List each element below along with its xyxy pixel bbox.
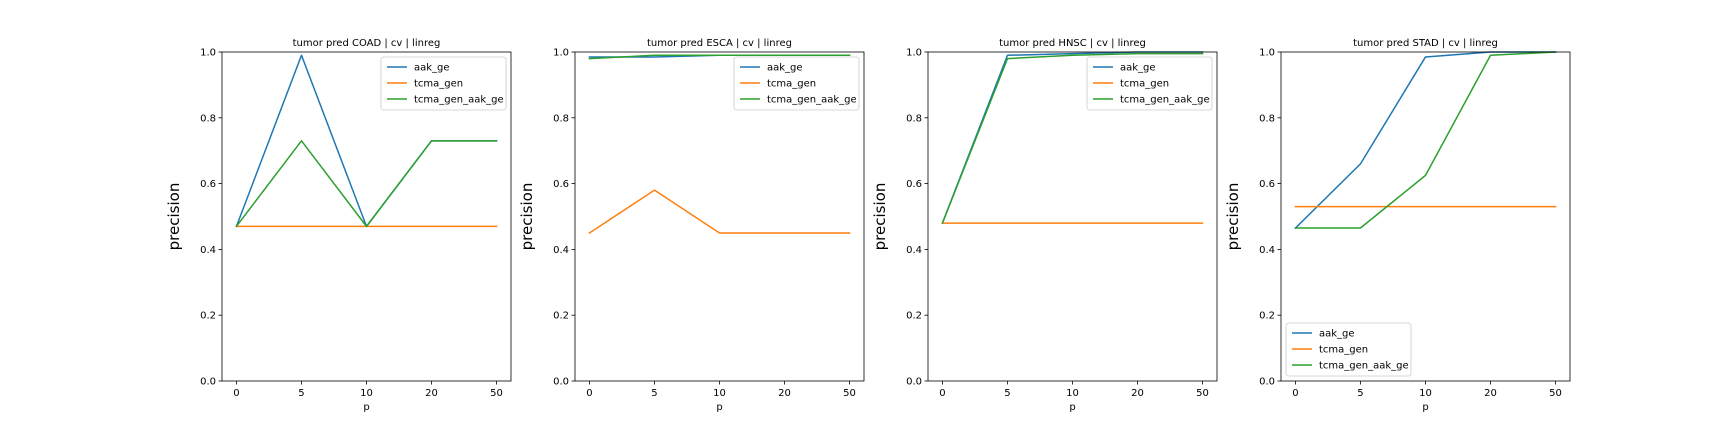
y-tick-label: 0.2: [553, 311, 569, 322]
y-tick-label: 0.8: [200, 113, 216, 124]
x-tick-label: 0: [586, 388, 592, 399]
legend-label: aak_ge: [1319, 329, 1355, 340]
y-tick-label: 0.8: [906, 113, 922, 124]
y-axis-label: precision: [871, 183, 889, 251]
y-tick-label: 0.0: [200, 377, 216, 388]
y-tick-label: 0.4: [200, 245, 216, 256]
y-tick-label: 0.0: [906, 377, 922, 388]
x-axis-label: p: [716, 402, 722, 413]
series-line-tcma_gen_aak_ge: [1294, 51, 1557, 229]
x-tick-label: 20: [1484, 388, 1497, 399]
legend-label: aak_ge: [767, 63, 803, 74]
legend-label: tcma_gen_aak_ge: [1319, 361, 1409, 372]
legend-box: [380, 56, 507, 111]
x-tick-label: 5: [1004, 388, 1010, 399]
axes-frame: [574, 51, 865, 382]
legend: aak_ge tcma_gen tcma_gen_aak_ge: [1086, 56, 1213, 111]
x-tick-label: 50: [843, 388, 856, 399]
x-tick-label: 0: [939, 388, 945, 399]
y-tick-label: 0.2: [200, 311, 216, 322]
legend-label: tcma_gen: [767, 79, 816, 90]
chart-panel-1: tumor pred ESCA | cv | linreg 0.0 0.2 0.4 0.…: [518, 38, 865, 413]
x-tick-label: 20: [778, 388, 791, 399]
y-tick-label: 0.4: [906, 245, 922, 256]
series-line-tcma_gen_aak_ge: [941, 52, 1204, 225]
x-tick-label: 5: [298, 388, 304, 399]
x-tick-label: 20: [425, 388, 438, 399]
y-tick-label: 0.6: [906, 179, 922, 190]
chart-panel-0: tumor pred COAD | cv | linreg 0.0 0.2 0.4 0.…: [165, 38, 512, 413]
y-tick-label: 0.4: [553, 245, 569, 256]
chart-panel-2: tumor pred HNSC | cv | linreg 0.0 0.2 0.4 0.…: [871, 38, 1218, 413]
x-axis-label: p: [1422, 402, 1428, 413]
y-tick-label: 0.6: [1259, 179, 1275, 190]
chart-title: tumor pred STAD | cv | linreg: [1353, 38, 1498, 49]
axes-frame: [1280, 51, 1571, 382]
x-tick-label: 50: [490, 388, 503, 399]
legend: aak_ge tcma_gen tcma_gen_aak_ge: [1285, 322, 1412, 377]
chart-title: tumor pred ESCA | cv | linreg: [647, 38, 792, 49]
series-line-tcma_gen_aak_ge: [235, 140, 498, 228]
y-tick-label: 0.8: [1259, 113, 1275, 124]
x-axis-label: p: [1069, 402, 1075, 413]
chart-panel-3: tumor pred STAD | cv | linreg 0.0 0.2 0.4 0.…: [1224, 38, 1571, 413]
legend-label: aak_ge: [414, 63, 450, 74]
legend: aak_ge tcma_gen tcma_gen_aak_ge: [733, 56, 860, 111]
y-tick-label: 1.0: [200, 48, 216, 59]
x-axis-label: p: [363, 402, 369, 413]
legend-box: [733, 56, 860, 111]
x-tick-label: 10: [1419, 388, 1432, 399]
x-tick-label: 10: [713, 388, 726, 399]
legend-box: [1086, 56, 1213, 111]
x-tick-label: 5: [1357, 388, 1363, 399]
y-tick-label: 1.0: [1259, 48, 1275, 59]
legend-label: tcma_gen_aak_ge: [1120, 95, 1210, 106]
legend-label: tcma_gen: [1319, 345, 1368, 356]
x-tick-label: 10: [360, 388, 373, 399]
y-tick-label: 0.0: [553, 377, 569, 388]
y-axis-label: precision: [518, 183, 536, 251]
y-axis-label: precision: [1224, 183, 1242, 251]
x-tick-label: 0: [1292, 388, 1298, 399]
legend-label: tcma_gen: [414, 79, 463, 90]
y-tick-label: 0.0: [1259, 377, 1275, 388]
legend-label: tcma_gen_aak_ge: [767, 95, 857, 106]
x-tick-label: 50: [1549, 388, 1562, 399]
legend-label: tcma_gen: [1120, 79, 1169, 90]
y-tick-label: 0.2: [1259, 311, 1275, 322]
x-tick-label: 50: [1196, 388, 1209, 399]
chart-title: tumor pred HNSC | cv | linreg: [999, 38, 1146, 49]
legend-box: [1285, 322, 1412, 377]
y-tick-label: 0.4: [1259, 245, 1275, 256]
axes-frame: [927, 51, 1218, 382]
legend-label: aak_ge: [1120, 63, 1156, 74]
series-line-tcma_gen: [588, 189, 851, 234]
y-tick-label: 0.6: [200, 179, 216, 190]
chart-title: tumor pred COAD | cv | linreg: [293, 38, 441, 49]
axes-frame: [221, 51, 512, 382]
legend: aak_ge tcma_gen tcma_gen_aak_ge: [380, 56, 507, 111]
y-tick-label: 1.0: [906, 48, 922, 59]
legend-label: tcma_gen_aak_ge: [414, 95, 504, 106]
y-tick-label: 1.0: [553, 48, 569, 59]
x-tick-label: 0: [233, 388, 239, 399]
y-tick-label: 0.8: [553, 113, 569, 124]
series-line-tcma_gen_aak_ge: [588, 54, 851, 60]
x-tick-label: 10: [1066, 388, 1079, 399]
y-tick-label: 0.2: [906, 311, 922, 322]
y-tick-label: 0.6: [553, 179, 569, 190]
x-tick-label: 20: [1131, 388, 1144, 399]
x-tick-label: 5: [651, 388, 657, 399]
y-axis-label: precision: [165, 183, 183, 251]
